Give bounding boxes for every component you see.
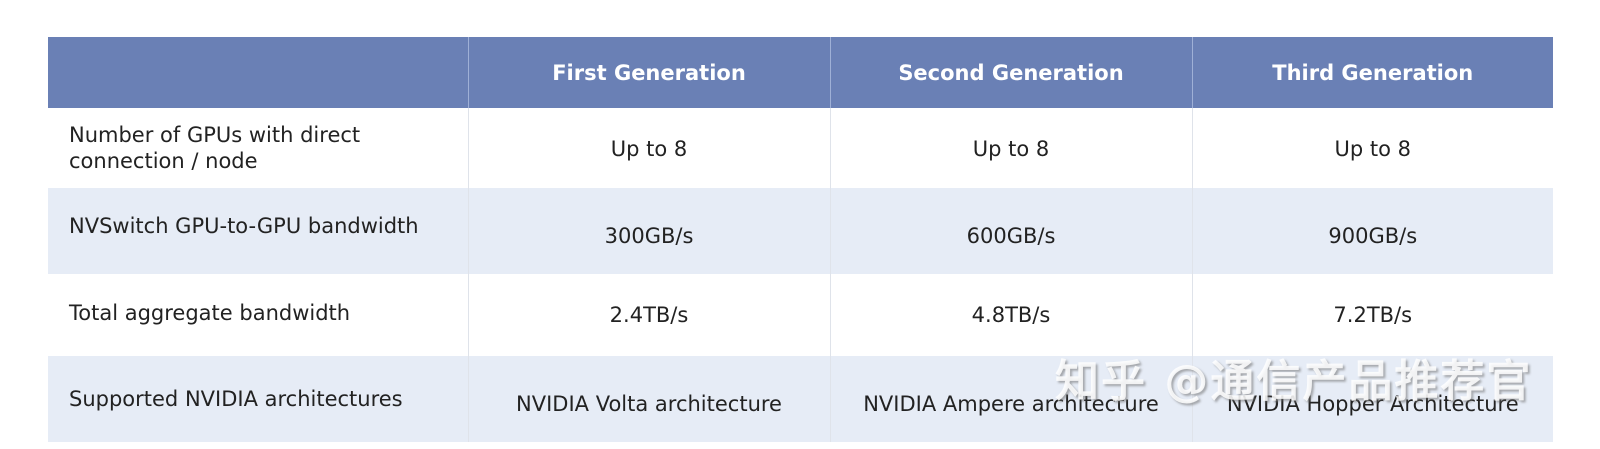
- cell-value: 900GB/s: [1191, 188, 1553, 274]
- table-row: NVSwitch GPU-to-GPU bandwidth 300GB/s 60…: [48, 188, 1553, 274]
- cell-value: Up to 8: [829, 108, 1192, 188]
- cell-value: Up to 8: [467, 108, 830, 188]
- row-label: Supported NVIDIA architectures: [48, 356, 468, 442]
- cell-value: 300GB/s: [467, 188, 830, 274]
- table-row: Number of GPUs with direct connection / …: [48, 108, 1553, 188]
- cell-value: 2.4TB/s: [467, 274, 830, 356]
- row-label: NVSwitch GPU-to-GPU bandwidth: [48, 188, 468, 274]
- header-first-generation: First Generation: [467, 37, 830, 108]
- header-third-generation: Third Generation: [1191, 37, 1553, 108]
- header-corner: [48, 37, 468, 108]
- row-label: Total aggregate bandwidth: [48, 274, 468, 356]
- table-row: Total aggregate bandwidth 2.4TB/s 4.8TB/…: [48, 274, 1553, 356]
- cell-value: 7.2TB/s: [1191, 274, 1553, 356]
- cell-value: 600GB/s: [829, 188, 1192, 274]
- cell-value: NVIDIA Volta architecture: [467, 356, 830, 442]
- row-label: Number of GPUs with direct connection / …: [48, 108, 468, 188]
- cell-value: 4.8TB/s: [829, 274, 1192, 356]
- cell-value: NVIDIA Ampere architecture: [829, 356, 1192, 442]
- cell-value: NVIDIA Hopper Architecture: [1191, 356, 1553, 442]
- header-row: First Generation Second Generation Third…: [48, 37, 1553, 108]
- cell-value: Up to 8: [1191, 108, 1553, 188]
- header-second-generation: Second Generation: [829, 37, 1192, 108]
- nvswitch-comparison-table: First Generation Second Generation Third…: [48, 37, 1553, 442]
- table-row: Supported NVIDIA architectures NVIDIA Vo…: [48, 356, 1553, 442]
